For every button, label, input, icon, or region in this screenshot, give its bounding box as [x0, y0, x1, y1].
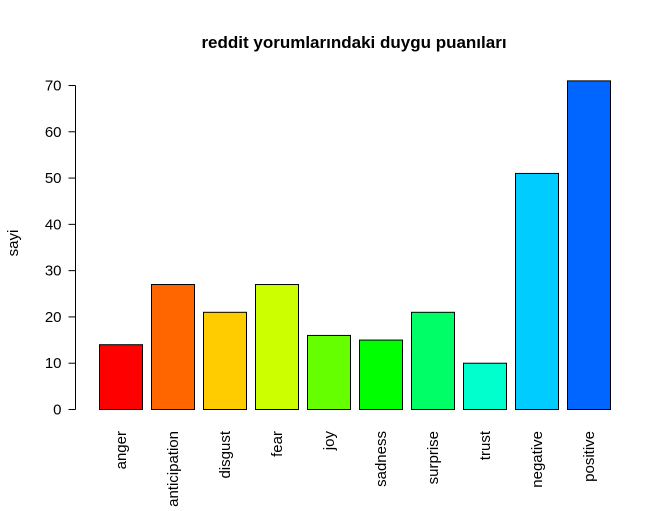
- x-tick-label: joy: [321, 431, 338, 452]
- x-tick-label: positive: [581, 431, 598, 482]
- bar-surprise: [411, 311, 455, 410]
- x-tick-label: anticipation: [165, 431, 182, 507]
- y-tick-label: 70: [45, 78, 62, 95]
- y-tick-label: 30: [45, 263, 62, 280]
- y-tick-label: 10: [45, 355, 62, 372]
- x-axis-labels: anger anticipation disgust fear joy sadness su…: [113, 430, 598, 507]
- x-tick-label: negative: [529, 431, 546, 488]
- x-tick-label: sadness: [373, 431, 390, 487]
- y-axis-label: sayi: [5, 230, 22, 257]
- y-axis: 0 10 20 30 40 50 60 70: [45, 78, 76, 419]
- x-tick-label: fear: [269, 431, 286, 457]
- bar-disgust: [203, 311, 247, 410]
- y-tick-label: 60: [45, 124, 62, 141]
- chart-title: reddit yorumlarındaki duygu puanıları: [201, 33, 506, 52]
- bar-negative: [515, 172, 559, 410]
- x-tick-label: anger: [113, 431, 130, 469]
- x-tick-label: trust: [477, 430, 494, 460]
- bar-anticipation: [151, 284, 195, 410]
- y-tick-label: 0: [53, 402, 61, 419]
- y-tick-label: 40: [45, 216, 62, 233]
- x-tick-label: surprise: [425, 431, 442, 484]
- bar-fear: [255, 284, 299, 410]
- bar-positive: [567, 80, 611, 410]
- y-tick-label: 20: [45, 309, 62, 326]
- bars: [99, 80, 611, 411]
- bar-sadness: [359, 339, 403, 411]
- bar-anger: [99, 344, 143, 411]
- bar-trust: [463, 362, 507, 411]
- bar-joy: [307, 334, 351, 411]
- y-tick-label: 50: [45, 170, 62, 187]
- x-tick-label: disgust: [217, 430, 234, 478]
